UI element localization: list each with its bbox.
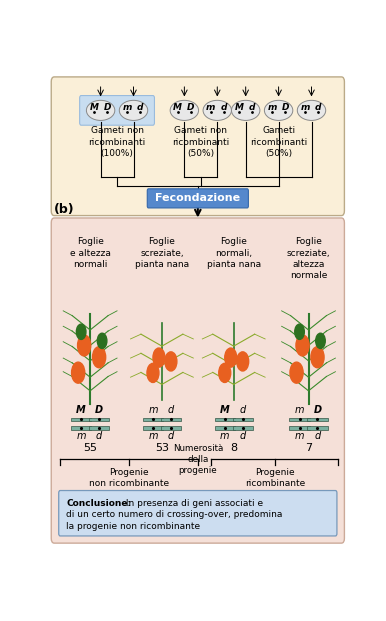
Text: d: d (96, 432, 102, 442)
Text: m: m (220, 432, 230, 442)
Text: 8: 8 (230, 443, 237, 453)
Text: m: m (148, 405, 158, 415)
Text: d: d (315, 103, 321, 112)
Ellipse shape (86, 101, 115, 120)
Text: M: M (90, 103, 98, 112)
Text: D: D (187, 103, 195, 112)
FancyBboxPatch shape (161, 417, 181, 420)
FancyBboxPatch shape (143, 427, 163, 430)
FancyBboxPatch shape (161, 427, 181, 430)
Text: m: m (300, 103, 310, 112)
Text: d: d (221, 103, 227, 112)
Text: Foglie
screziate,
altezza
normale: Foglie screziate, altezza normale (287, 237, 330, 281)
Text: di un certo numero di crossing-over, predomina: di un certo numero di crossing-over, pre… (66, 510, 283, 519)
FancyBboxPatch shape (89, 417, 109, 420)
Text: In presenza di geni associati e: In presenza di geni associati e (123, 499, 263, 507)
Text: Progenie
ricombinante: Progenie ricombinante (245, 468, 305, 487)
Circle shape (147, 363, 159, 383)
Text: (b): (b) (54, 202, 75, 215)
Circle shape (311, 347, 324, 368)
Circle shape (225, 348, 237, 367)
Text: Fecondazione: Fecondazione (155, 193, 240, 203)
Text: 55: 55 (83, 443, 97, 453)
Circle shape (316, 333, 325, 348)
Text: M: M (76, 405, 86, 415)
Text: la progenie non ricombinante: la progenie non ricombinante (66, 522, 200, 530)
FancyBboxPatch shape (290, 417, 310, 420)
Text: d: d (168, 432, 174, 442)
Text: D: D (95, 405, 103, 415)
Ellipse shape (170, 101, 198, 120)
Ellipse shape (203, 101, 232, 120)
Circle shape (76, 324, 86, 340)
FancyBboxPatch shape (232, 427, 253, 430)
Circle shape (78, 335, 91, 356)
Circle shape (290, 362, 303, 383)
FancyBboxPatch shape (143, 417, 163, 420)
Circle shape (93, 347, 106, 368)
Text: Foglie
e altezza
normali: Foglie e altezza normali (70, 237, 110, 269)
Text: m: m (295, 432, 304, 442)
Text: M: M (173, 103, 182, 112)
Text: m: m (122, 103, 132, 112)
Text: M: M (220, 405, 230, 415)
Text: m: m (206, 103, 215, 112)
Text: D: D (313, 405, 322, 415)
FancyBboxPatch shape (215, 417, 235, 420)
FancyBboxPatch shape (232, 417, 253, 420)
Circle shape (237, 352, 249, 371)
FancyBboxPatch shape (290, 427, 310, 430)
Circle shape (219, 363, 231, 383)
FancyBboxPatch shape (307, 427, 328, 430)
Text: Foglie
normali,
pianta nana: Foglie normali, pianta nana (207, 237, 261, 269)
Text: M: M (235, 103, 244, 112)
Text: D: D (281, 103, 289, 112)
Circle shape (165, 352, 177, 371)
Ellipse shape (232, 101, 260, 120)
Text: d: d (249, 103, 256, 112)
Text: Conclusione:: Conclusione: (66, 499, 131, 507)
Ellipse shape (297, 101, 326, 120)
Text: d: d (240, 432, 246, 442)
FancyBboxPatch shape (307, 417, 328, 420)
Text: d: d (168, 405, 174, 415)
Text: m: m (295, 405, 304, 415)
Text: 7: 7 (305, 443, 312, 453)
Text: d: d (314, 432, 321, 442)
FancyBboxPatch shape (51, 218, 344, 543)
Text: D: D (103, 103, 111, 112)
Text: Foglie
screziate,
pianta nana: Foglie screziate, pianta nana (135, 237, 189, 269)
Text: Gameti non
ricombinanti
(100%): Gameti non ricombinanti (100%) (88, 126, 146, 158)
FancyBboxPatch shape (80, 96, 154, 125)
FancyBboxPatch shape (147, 189, 248, 208)
Text: Gameti
ricombinanti
(50%): Gameti ricombinanti (50%) (250, 126, 307, 158)
Text: 53: 53 (155, 443, 169, 453)
Text: m: m (148, 432, 158, 442)
Text: d: d (137, 103, 143, 112)
Circle shape (97, 333, 107, 348)
Text: m: m (76, 432, 86, 442)
Text: Progenie
non ricombinante: Progenie non ricombinante (89, 468, 169, 487)
FancyBboxPatch shape (71, 427, 91, 430)
Circle shape (296, 335, 309, 356)
FancyBboxPatch shape (59, 491, 337, 536)
Text: Numerosità
della
progenie: Numerosità della progenie (173, 443, 223, 475)
Ellipse shape (119, 101, 148, 120)
Circle shape (71, 362, 85, 383)
Circle shape (153, 348, 165, 367)
Text: d: d (240, 405, 246, 415)
FancyBboxPatch shape (71, 417, 91, 420)
FancyBboxPatch shape (89, 427, 109, 430)
Circle shape (295, 324, 304, 340)
FancyBboxPatch shape (51, 77, 344, 215)
Ellipse shape (264, 101, 293, 120)
Text: Gameti non
ricombinanti
(50%): Gameti non ricombinanti (50%) (172, 126, 229, 158)
Text: m: m (267, 103, 277, 112)
FancyBboxPatch shape (215, 427, 235, 430)
